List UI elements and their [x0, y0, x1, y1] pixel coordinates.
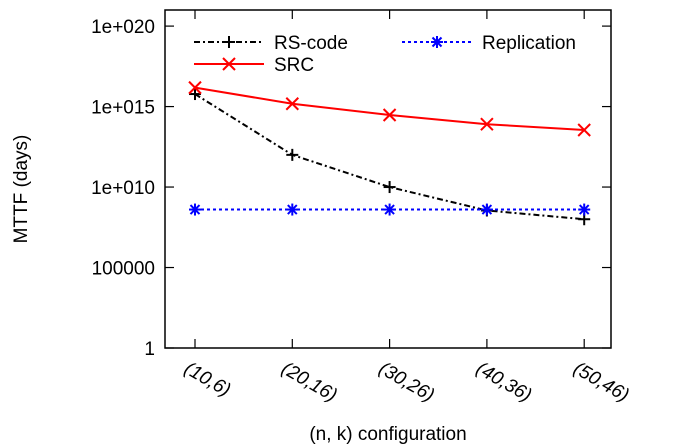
y-tick-label: 1e+010 — [91, 178, 155, 199]
marker-stroke — [222, 57, 236, 71]
point-replication — [578, 203, 591, 216]
point-replication — [480, 203, 493, 216]
point-rs-code — [189, 88, 201, 101]
marker-stroke — [577, 123, 591, 137]
legend-marker-rs-code — [223, 36, 235, 48]
legend-marker-replication — [431, 36, 443, 48]
point-src — [285, 97, 300, 111]
plot-area: 1 100000 1e+010 1e+015 1e+020 (10,6) (20,16) (3… — [91, 9, 633, 406]
marker-stroke — [384, 204, 395, 215]
marker-stroke — [481, 204, 493, 215]
x-tick-label: (50,46) — [570, 358, 633, 406]
point-rs-code — [383, 181, 396, 194]
marker-stroke — [431, 36, 443, 48]
point-src — [480, 117, 494, 131]
legend-marker-src — [222, 57, 236, 71]
x-tick-label: (10,6) — [181, 358, 234, 401]
x-tick-label: (20,16) — [278, 358, 341, 406]
plot-frame — [164, 9, 612, 349]
point-rs-code — [286, 148, 299, 161]
y-tick-label: 1e+020 — [91, 17, 155, 38]
legend-label-src: SRC — [274, 55, 314, 76]
y-tick-label: 100000 — [92, 259, 155, 280]
y-tick-label: 1e+015 — [91, 98, 155, 119]
x-axis-label: (n, k) configuration — [309, 424, 466, 445]
marker-stroke — [480, 117, 494, 131]
y-tick-label: 1 — [144, 339, 155, 360]
point-src — [577, 123, 591, 137]
marker-stroke — [285, 97, 300, 111]
marker-stroke — [188, 80, 202, 95]
point-replication — [286, 203, 299, 216]
marker-stroke — [382, 108, 397, 122]
point-src — [188, 80, 202, 95]
x-tick-label: (40,36) — [472, 358, 535, 406]
series-line-src — [194, 86, 585, 132]
legend: RS-code Replication SRC — [194, 33, 576, 76]
point-src — [382, 108, 397, 122]
point-replication — [383, 203, 396, 216]
legend-label-rs-code: RS-code — [274, 33, 348, 54]
y-axis-label: MTTF (days) — [11, 135, 32, 244]
marker-stroke — [189, 204, 201, 215]
point-replication — [189, 203, 201, 216]
marker-stroke — [578, 204, 590, 215]
marker-stroke — [287, 204, 298, 215]
x-tick-label: (30,26) — [375, 358, 438, 406]
legend-label-replication: Replication — [482, 33, 576, 54]
series-line-rs-code — [194, 93, 585, 221]
series-layer — [188, 80, 591, 226]
